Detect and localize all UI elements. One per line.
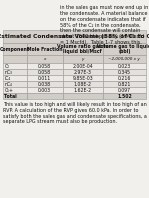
Text: 0.097: 0.097 bbox=[118, 88, 131, 93]
Text: Volume gas to liquid
(bbl): Volume gas to liquid (bbl) bbox=[97, 44, 149, 54]
Bar bbox=[3, 87, 27, 93]
Text: ~2,000,000 x y: ~2,000,000 x y bbox=[108, 57, 140, 61]
Bar bbox=[103, 43, 146, 55]
Bar bbox=[63, 75, 103, 81]
Bar bbox=[103, 75, 146, 81]
Text: 0.345: 0.345 bbox=[118, 70, 131, 75]
Text: 1.62E-2: 1.62E-2 bbox=[74, 88, 92, 93]
Bar bbox=[3, 30, 146, 43]
Text: C₂: C₂ bbox=[4, 64, 10, 69]
Text: Component: Component bbox=[0, 47, 30, 51]
Text: in the sales gas must now end up in the condensate. A material balance on the co: in the sales gas must now end up in the … bbox=[60, 5, 148, 45]
Bar bbox=[103, 63, 146, 69]
Bar bbox=[103, 87, 146, 93]
Bar bbox=[27, 69, 63, 75]
Bar bbox=[103, 93, 146, 99]
Text: 1.08E-2: 1.08E-2 bbox=[74, 82, 92, 87]
Text: 0.011: 0.011 bbox=[38, 76, 51, 81]
Text: C₅+: C₅+ bbox=[4, 88, 13, 93]
Bar bbox=[27, 87, 63, 93]
Text: Table 1-7   Estimated Condensate Volume (58% of C₂ to Condensate): Table 1-7 Estimated Condensate Volume (5… bbox=[0, 34, 149, 39]
Text: nC₃: nC₃ bbox=[4, 70, 12, 75]
Text: x: x bbox=[44, 57, 46, 61]
Bar bbox=[3, 75, 27, 81]
Bar bbox=[63, 43, 103, 55]
Text: 0.058: 0.058 bbox=[38, 64, 51, 69]
Text: iC₄: iC₄ bbox=[4, 76, 11, 81]
Bar bbox=[103, 55, 146, 63]
Text: 0.003: 0.003 bbox=[38, 88, 51, 93]
Bar bbox=[3, 93, 27, 99]
Text: 0.023: 0.023 bbox=[118, 64, 131, 69]
Text: Volume ratio gas to
liquid bbl/Mscf: Volume ratio gas to liquid bbl/Mscf bbox=[57, 44, 109, 54]
Bar bbox=[63, 63, 103, 69]
Text: 9.85E-03: 9.85E-03 bbox=[72, 76, 93, 81]
Text: 0.038: 0.038 bbox=[38, 82, 51, 87]
Bar bbox=[63, 87, 103, 93]
Bar bbox=[63, 81, 103, 87]
Bar bbox=[103, 69, 146, 75]
Bar bbox=[63, 55, 103, 63]
Bar bbox=[27, 93, 63, 99]
Bar bbox=[3, 69, 27, 75]
Text: 0.216: 0.216 bbox=[118, 76, 131, 81]
Text: 1.502: 1.502 bbox=[117, 93, 132, 99]
Bar bbox=[3, 63, 27, 69]
Text: 2.97E-3: 2.97E-3 bbox=[74, 70, 92, 75]
Bar bbox=[27, 43, 63, 55]
Bar bbox=[103, 81, 146, 87]
Text: 0.058: 0.058 bbox=[38, 70, 51, 75]
Text: nC₄: nC₄ bbox=[4, 82, 12, 87]
Bar bbox=[27, 55, 63, 63]
Text: Total: Total bbox=[4, 93, 17, 99]
Text: 0.821: 0.821 bbox=[118, 82, 131, 87]
Text: 2.00E-04: 2.00E-04 bbox=[72, 64, 93, 69]
Bar bbox=[3, 43, 27, 55]
Text: y: y bbox=[82, 57, 84, 61]
Text: This value is too high and will likely result in too high of an RVP. A calculati: This value is too high and will likely r… bbox=[3, 102, 147, 124]
Bar bbox=[3, 55, 27, 63]
Bar bbox=[63, 69, 103, 75]
Text: Mole Fraction: Mole Fraction bbox=[27, 47, 63, 51]
Bar bbox=[63, 93, 103, 99]
Bar bbox=[27, 75, 63, 81]
Bar bbox=[27, 63, 63, 69]
Bar bbox=[27, 81, 63, 87]
Bar bbox=[3, 81, 27, 87]
